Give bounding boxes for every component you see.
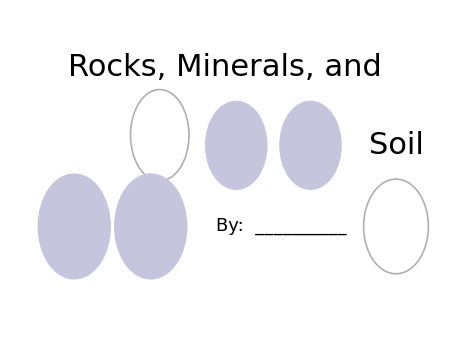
Ellipse shape <box>38 174 110 279</box>
Ellipse shape <box>280 101 341 189</box>
Ellipse shape <box>206 101 267 189</box>
Ellipse shape <box>130 90 189 181</box>
Text: Soil: Soil <box>369 131 423 160</box>
Text: By:  __________: By: __________ <box>216 217 346 236</box>
Ellipse shape <box>115 174 187 279</box>
Text: Rocks, Minerals, and: Rocks, Minerals, and <box>68 53 382 82</box>
Ellipse shape <box>364 179 428 274</box>
